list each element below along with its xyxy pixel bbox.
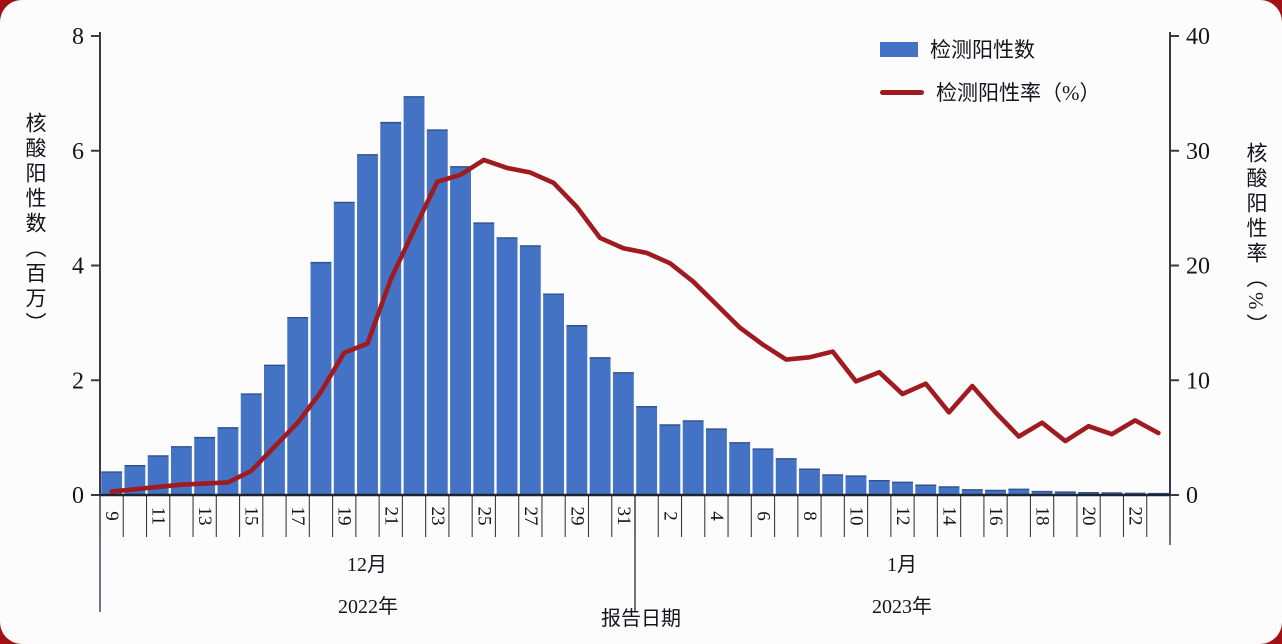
legend-label: 检测阳性数 bbox=[930, 38, 1035, 62]
bar bbox=[961, 489, 983, 495]
right-axis-tick-label: 20 bbox=[1186, 254, 1210, 280]
x-tick-label: 13 bbox=[194, 507, 215, 526]
bar-series-swatch-icon bbox=[880, 41, 918, 57]
bar bbox=[264, 365, 285, 495]
bar bbox=[612, 372, 634, 495]
bar bbox=[287, 317, 309, 495]
bar bbox=[868, 480, 890, 495]
left-axis-tick-label: 8 bbox=[72, 24, 84, 50]
x-tick-label: 2 bbox=[659, 511, 680, 521]
x-tick-label: 23 bbox=[427, 507, 448, 526]
bar bbox=[426, 130, 448, 495]
left-axis-tick-label: 4 bbox=[72, 254, 84, 280]
x-tick-label: 22 bbox=[1125, 507, 1146, 526]
year-label-2022: 2022年 bbox=[338, 596, 398, 618]
x-tick-label: 17 bbox=[287, 507, 308, 526]
left-axis-title: 核酸阳性数（百万） bbox=[23, 112, 47, 337]
bar bbox=[403, 96, 425, 495]
bar bbox=[752, 449, 774, 495]
year-label-2023: 2023年 bbox=[872, 596, 932, 618]
month-label-december: 12月 bbox=[347, 554, 387, 576]
x-tick-label: 15 bbox=[241, 507, 262, 526]
bar bbox=[357, 154, 378, 496]
x-tick-label: 20 bbox=[1078, 507, 1099, 526]
x-tick-label: 9 bbox=[101, 511, 122, 521]
x-tick-label: 21 bbox=[380, 507, 401, 526]
bar bbox=[682, 420, 704, 495]
bar bbox=[822, 474, 844, 495]
right-axis-tick-label: 30 bbox=[1186, 139, 1210, 165]
bar bbox=[705, 429, 727, 495]
bar bbox=[333, 202, 355, 495]
x-tick-label: 27 bbox=[520, 507, 541, 526]
bar bbox=[496, 237, 518, 495]
left-axis-tick-label: 0 bbox=[72, 483, 84, 509]
legend: 检测阳性数 检测阳性率（%） bbox=[880, 34, 1101, 107]
bar bbox=[194, 437, 216, 495]
legend-label: 检测阳性率（%） bbox=[936, 81, 1101, 105]
bar bbox=[799, 469, 820, 495]
line-series-swatch-icon bbox=[880, 89, 924, 95]
bar bbox=[729, 442, 751, 495]
bar bbox=[659, 425, 681, 495]
bar bbox=[775, 458, 797, 495]
bar bbox=[892, 482, 913, 495]
rate-line bbox=[109, 157, 1161, 494]
right-axis-tick-label: 0 bbox=[1186, 483, 1198, 509]
bar bbox=[380, 122, 402, 495]
bar bbox=[636, 406, 658, 495]
x-tick-label: 25 bbox=[473, 507, 494, 526]
bar bbox=[1008, 489, 1030, 495]
x-tick-label: 6 bbox=[752, 511, 773, 521]
month-label-january: 1月 bbox=[887, 554, 917, 576]
x-tick-label: 11 bbox=[148, 507, 169, 525]
x-tick-label: 16 bbox=[985, 507, 1006, 526]
x-axis-title: 报告日期 bbox=[601, 608, 681, 630]
bar bbox=[310, 262, 332, 495]
left-axis-tick-label: 6 bbox=[72, 139, 84, 165]
bar bbox=[473, 223, 495, 496]
bar bbox=[240, 394, 262, 495]
x-tick-label: 12 bbox=[892, 507, 913, 526]
x-tick-label: 8 bbox=[799, 511, 820, 521]
bar bbox=[938, 486, 960, 495]
bar bbox=[450, 166, 471, 495]
right-axis-tick-label: 40 bbox=[1186, 24, 1210, 50]
x-tick-label: 19 bbox=[334, 507, 355, 526]
bar bbox=[543, 294, 565, 495]
x-tick-label: 31 bbox=[613, 507, 634, 526]
right-axis-title: 核酸阳性率（%） bbox=[1244, 142, 1268, 339]
bar bbox=[845, 476, 867, 495]
x-tick-label: 4 bbox=[706, 511, 727, 521]
x-tick-label: 18 bbox=[1032, 507, 1053, 526]
legend-item-positive-count: 检测阳性数 bbox=[880, 34, 1101, 64]
bar bbox=[1054, 492, 1076, 495]
x-tick-label: 14 bbox=[939, 507, 960, 527]
x-tick-label: 29 bbox=[566, 507, 587, 526]
bar bbox=[170, 446, 192, 495]
bar bbox=[566, 325, 588, 495]
x-tick-label: 10 bbox=[845, 507, 866, 526]
bar bbox=[1031, 491, 1053, 495]
bar bbox=[519, 245, 541, 495]
bar bbox=[915, 485, 937, 495]
left-axis-tick-label: 2 bbox=[72, 368, 84, 394]
right-axis-tick-label: 10 bbox=[1186, 368, 1210, 394]
bar bbox=[589, 357, 611, 495]
bar bbox=[985, 490, 1006, 495]
legend-item-positive-rate: 检测阳性率（%） bbox=[880, 77, 1101, 107]
